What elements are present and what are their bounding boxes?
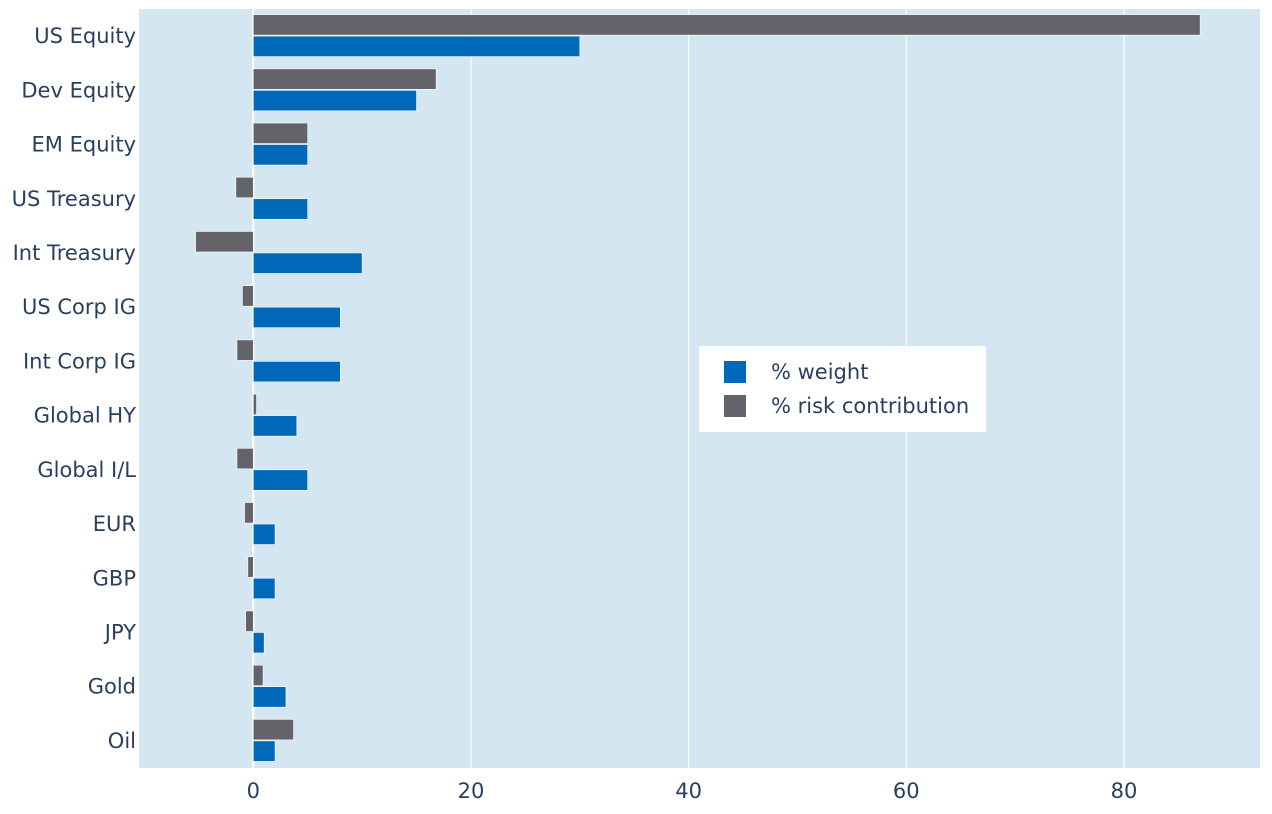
bar-risk-int-treasury[interactable]	[195, 231, 254, 253]
bar-weight-oil[interactable]	[252, 740, 276, 762]
bar-weight-dev-equity[interactable]	[252, 90, 417, 112]
legend-label-weight: % weight	[771, 360, 869, 384]
bar-weight-us-equity[interactable]	[252, 35, 581, 57]
legend-item-risk-contribution[interactable]: % risk contribution	[724, 394, 969, 418]
bar-risk-gold[interactable]	[252, 664, 264, 686]
x-tick-label-0: 0	[247, 779, 260, 803]
y-tick-label-us-corp-ig: US Corp IG	[22, 295, 136, 319]
bar-weight-jpy[interactable]	[252, 632, 265, 654]
bar-weight-gold[interactable]	[252, 686, 287, 708]
y-tick-label-gold: Gold	[88, 675, 136, 699]
y-tick-label-int-corp-ig: Int Corp IG	[23, 349, 136, 373]
y-tick-label-dev-equity: Dev Equity	[21, 78, 136, 102]
bar-weight-us-corp-ig[interactable]	[252, 306, 341, 328]
bar-risk-global-i-l[interactable]	[236, 448, 254, 470]
bar-risk-oil[interactable]	[252, 719, 294, 741]
x-tick-label-40: 40	[675, 779, 702, 803]
bar-risk-global-hy[interactable]	[252, 393, 257, 415]
bar-weight-global-i-l[interactable]	[252, 469, 308, 491]
bar-weight-global-hy[interactable]	[252, 415, 298, 437]
legend: % weight % risk contribution	[699, 346, 986, 432]
bar-weight-us-treasury[interactable]	[252, 198, 308, 220]
y-tick-label-global-hy: Global HY	[34, 404, 136, 428]
y-tick-label-gbp: GBP	[93, 566, 136, 590]
bar-risk-us-corp-ig[interactable]	[242, 285, 254, 307]
bar-risk-us-equity[interactable]	[252, 14, 1201, 36]
bar-risk-us-treasury[interactable]	[235, 176, 254, 199]
y-tick-label-eur: EUR	[93, 512, 136, 536]
x-tick-label-60: 60	[893, 779, 920, 803]
bar-risk-int-corp-ig[interactable]	[236, 339, 254, 361]
y-tick-label-jpy: JPY	[103, 620, 136, 644]
legend-swatch-risk	[724, 395, 746, 417]
y-tick-label-us-equity: US Equity	[34, 24, 136, 48]
bar-weight-int-corp-ig[interactable]	[252, 361, 341, 383]
x-tick-label-80: 80	[1111, 779, 1138, 803]
y-tick-label-em-equity: EM Equity	[32, 133, 136, 157]
bar-risk-dev-equity[interactable]	[252, 68, 437, 90]
y-tick-label-oil: Oil	[108, 729, 136, 753]
x-tick-label-20: 20	[458, 779, 485, 803]
bar-risk-jpy[interactable]	[245, 610, 254, 632]
legend-label-risk-contribution: % risk contribution	[771, 394, 970, 418]
bar-risk-em-equity[interactable]	[252, 122, 308, 144]
x-axis-tick-labels: 0 20 40 60 80	[247, 779, 1138, 803]
legend-swatch-weight	[724, 361, 746, 383]
bar-weight-eur[interactable]	[252, 523, 276, 545]
y-tick-label-global-i-l: Global I/L	[37, 458, 136, 482]
bar-weight-int-treasury[interactable]	[252, 252, 363, 274]
bars	[195, 14, 1201, 762]
bar-weight-gbp[interactable]	[252, 577, 276, 600]
y-tick-label-us-treasury: US Treasury	[12, 187, 136, 211]
legend-item-weight[interactable]: % weight	[724, 360, 868, 384]
y-tick-label-int-treasury: Int Treasury	[13, 241, 136, 265]
y-axis-tick-labels: US Equity Dev Equity EM Equity US Treasury I…	[12, 24, 137, 753]
bar-risk-eur[interactable]	[244, 502, 254, 524]
bar-weight-em-equity[interactable]	[252, 144, 308, 166]
bar-risk-gbp[interactable]	[247, 556, 254, 578]
